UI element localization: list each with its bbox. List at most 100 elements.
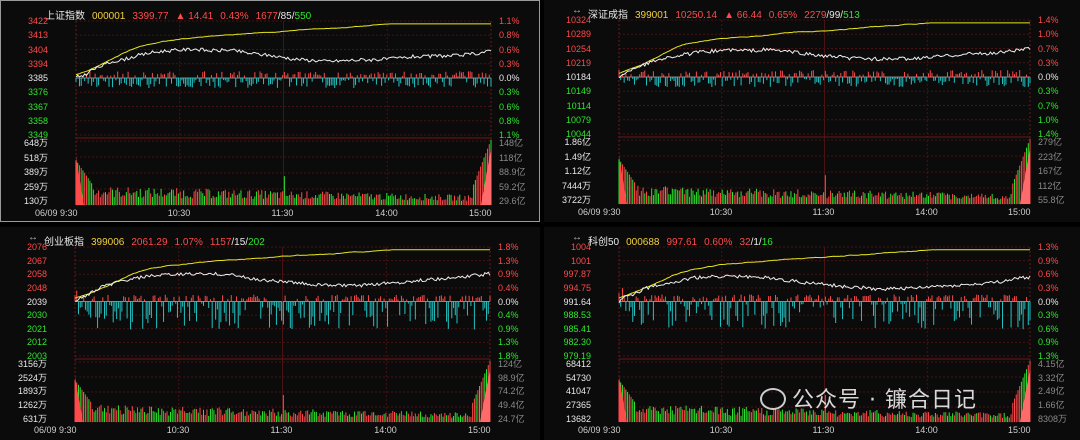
amount-axis-label: 279亿	[1038, 137, 1063, 147]
pct-axis-label: 1.0%	[1038, 114, 1059, 125]
price-axis-label: 10114	[566, 100, 591, 111]
price-line	[74, 271, 491, 302]
amount-axis-label: 112亿	[1038, 180, 1062, 191]
price-axis-label: 2021	[26, 323, 47, 334]
time-axis-label: 10:30	[709, 425, 733, 435]
expand-icon[interactable]: ↔	[572, 232, 582, 243]
price-axis-label: 994.75	[563, 282, 591, 293]
price-axis-label: 3376	[27, 87, 48, 98]
price-axis-label: 997.87	[563, 269, 591, 280]
amount-axis-label: 4.15亿	[1038, 359, 1065, 369]
price-axis-label: 3422	[27, 16, 48, 26]
volume-axis-label: 518万	[23, 152, 48, 163]
close-volume-spike	[1020, 147, 1030, 204]
time-axis-label: 11:30	[812, 425, 835, 435]
pct-axis-label: 1.3%	[498, 255, 519, 266]
amount-axis-label: 98.9亿	[498, 372, 525, 383]
index-name: 科创50	[588, 237, 620, 248]
time-axis-label: 10:30	[167, 208, 191, 218]
volume-axis-label: 1.49亿	[564, 151, 591, 162]
pct-axis-label: 1.1%	[499, 16, 520, 26]
index-header: 深证成指 399001 10250.14 ▲ 66.44 0.65% 2279/99/51…	[588, 6, 867, 21]
amount-axis-label: 49.4亿	[498, 399, 525, 410]
chart-panel-sz[interactable]: 深证成指 399001 10250.14 ▲ 66.44 0.65% 2279/99/51…	[544, 0, 1080, 222]
breadth-count: 1677/85/550	[255, 11, 312, 22]
amount-axis-label: 3.32亿	[1038, 372, 1065, 383]
amount-axis-label: 167亿	[1038, 166, 1063, 177]
amount-axis-label: 1.66亿	[1038, 399, 1065, 410]
price-axis-label: 10184	[565, 72, 591, 82]
volume-axis-label: 259万	[23, 181, 48, 192]
index-name: 创业板指	[44, 237, 84, 248]
index-code: 000001	[92, 11, 126, 22]
avg-line	[618, 22, 1030, 74]
index-name: 深证成指	[588, 10, 628, 21]
index-price: 3399.77	[132, 11, 169, 22]
price-axis-label: 2039	[26, 296, 47, 307]
pct-axis-label: 0.3%	[1038, 310, 1059, 321]
expand-icon[interactable]: ↔	[28, 232, 38, 243]
pct-axis-label: 0.0%	[498, 296, 519, 307]
price-axis-label: 3358	[27, 115, 48, 126]
volume-axis-label: 1.86亿	[564, 137, 591, 147]
amount-axis-label: 223亿	[1038, 151, 1063, 162]
pct-axis-label: 0.3%	[1038, 282, 1059, 293]
time-axis-label: 15:00	[468, 425, 491, 435]
pct-axis-label: 0.3%	[1038, 57, 1059, 68]
pct-axis-label: 1.3%	[1038, 351, 1059, 361]
pct-axis-label: 1.4%	[1038, 129, 1059, 139]
index-price: 997.61	[666, 237, 698, 248]
pct-axis-label: 0.6%	[1038, 269, 1059, 280]
price-axis-label: 3413	[27, 30, 48, 41]
expand-icon[interactable]: ↔	[572, 5, 582, 16]
avg-line	[74, 249, 490, 299]
index-code: 399006	[91, 237, 125, 248]
volume-axis-label: 648万	[23, 138, 48, 148]
time-axis-label: 15:00	[1008, 207, 1031, 217]
price-axis-label: 3394	[27, 58, 48, 69]
volume-axis-label: 1262万	[17, 399, 47, 410]
breadth-count: 32/1/16	[739, 237, 773, 248]
chart-panel-kc[interactable]: 科创50 000688 997.61 0.60% 32/1/16 ↔ 1004 1001 997…	[544, 227, 1080, 440]
index-code: 399001	[635, 10, 669, 21]
amount-axis-label: 59.2亿	[499, 181, 526, 192]
amount-axis-label: 55.8亿	[1038, 195, 1065, 206]
wechat-icon	[760, 388, 786, 410]
index-header: 创业板指 399006 2061.29 1.07% 1157/15/202	[44, 233, 272, 248]
volume-axis-label: 7444万	[561, 180, 591, 191]
index-change: ▲ 14.41	[175, 11, 214, 22]
breadth-count: 1157/15/202	[209, 237, 265, 248]
volume-axis-label: 631万	[22, 413, 47, 424]
index-change: ▲ 66.44	[724, 10, 762, 21]
volume-axis-label: 389万	[23, 167, 48, 178]
open-volume-spike	[619, 377, 627, 422]
pct-axis-label: 0.7%	[1038, 100, 1059, 111]
volume-axis-label: 1.12亿	[564, 166, 591, 177]
chart-panel-sh[interactable]: 上证指数 000001 3399.77 ▲ 14.41 0.43% 1677/85/550…	[0, 0, 540, 222]
price-axis-label: 10324	[565, 15, 591, 25]
amount-axis-label: 88.9亿	[499, 167, 526, 178]
volume-axis-label: 3156万	[17, 359, 47, 369]
pct-axis-label: 0.6%	[499, 44, 520, 55]
amount-axis-label: 29.6亿	[499, 196, 526, 207]
chart-panel-cy[interactable]: 创业板指 399006 2061.29 1.07% 1157/15/202 ↔ 2076 20…	[0, 227, 540, 440]
pct-axis-label: 0.9%	[498, 269, 519, 280]
price-axis-label: 2058	[26, 269, 47, 280]
expand-icon[interactable]: ↔	[63, 6, 73, 17]
pct-axis-label: 0.3%	[499, 58, 520, 69]
pct-axis-label: 0.8%	[499, 30, 520, 41]
volume-axis-label: 41047	[565, 386, 591, 397]
price-axis-label: 2030	[26, 310, 47, 321]
price-axis-label: 985.41	[563, 323, 591, 334]
index-change-pct: 0.43%	[220, 11, 249, 22]
price-axis-label: 979.19	[563, 351, 591, 361]
avg-line	[618, 249, 1030, 299]
pct-axis-label: 0.6%	[499, 101, 520, 112]
intraday-chart	[618, 19, 1031, 205]
time-axis-label: 11:30	[812, 207, 835, 217]
pct-axis-label: 0.4%	[498, 310, 519, 321]
price-axis-label: 10044	[565, 129, 591, 139]
volume-axis-label: 13682	[565, 413, 591, 424]
volume-axis-label: 2524万	[17, 372, 47, 383]
amount-axis-label: 124亿	[498, 359, 523, 369]
